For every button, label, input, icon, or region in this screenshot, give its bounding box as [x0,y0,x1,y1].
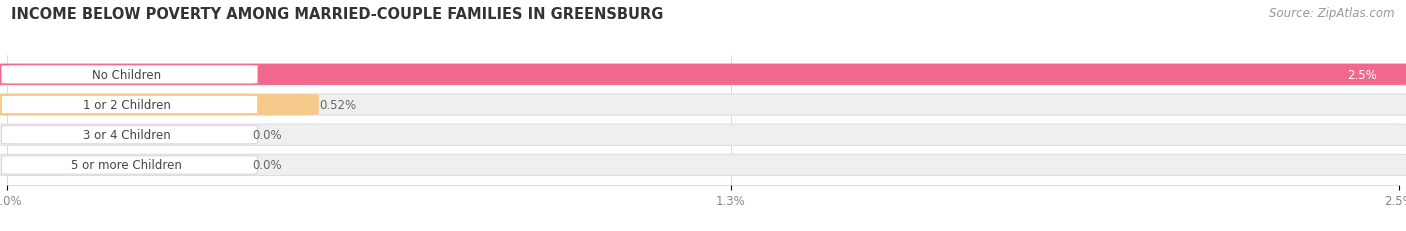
FancyBboxPatch shape [1,126,257,144]
Text: 1 or 2 Children: 1 or 2 Children [83,99,170,112]
FancyBboxPatch shape [0,64,1406,85]
FancyBboxPatch shape [1,96,257,114]
Text: 0.0%: 0.0% [252,129,281,142]
Text: No Children: No Children [93,69,162,82]
Text: 0.0%: 0.0% [252,159,281,172]
FancyBboxPatch shape [1,156,257,174]
FancyBboxPatch shape [0,125,1406,146]
Text: 0.52%: 0.52% [319,99,356,112]
FancyBboxPatch shape [1,66,257,84]
Text: 5 or more Children: 5 or more Children [72,159,183,172]
FancyBboxPatch shape [0,94,319,116]
Text: 2.5%: 2.5% [1347,69,1376,82]
FancyBboxPatch shape [0,64,1406,85]
Text: Source: ZipAtlas.com: Source: ZipAtlas.com [1270,7,1395,20]
FancyBboxPatch shape [0,94,1406,116]
Text: 3 or 4 Children: 3 or 4 Children [83,129,170,142]
FancyBboxPatch shape [0,155,1406,176]
Text: INCOME BELOW POVERTY AMONG MARRIED-COUPLE FAMILIES IN GREENSBURG: INCOME BELOW POVERTY AMONG MARRIED-COUPL… [11,7,664,22]
